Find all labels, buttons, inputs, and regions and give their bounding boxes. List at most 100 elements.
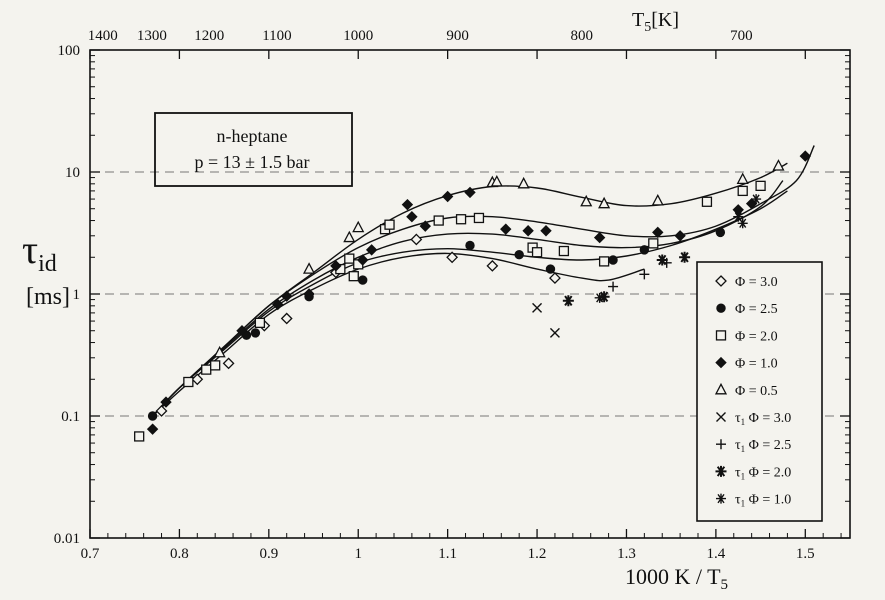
- data-point: [358, 275, 368, 285]
- data-point: [715, 227, 726, 238]
- legend-marker: [716, 439, 726, 450]
- legend-label: τ1 Φ = 2.0: [735, 465, 791, 481]
- y-axis-label-subscript: id: [38, 251, 57, 277]
- data-point: [406, 211, 418, 223]
- legend-marker: [715, 356, 727, 369]
- top-tick-label: 1000: [343, 28, 373, 44]
- data-point: [486, 259, 499, 272]
- data-point: [598, 291, 610, 303]
- legend-label: Φ = 1.0: [735, 357, 778, 372]
- data-point: [465, 240, 475, 251]
- data-point: [733, 211, 744, 222]
- x-tick-label: 1.1: [438, 546, 457, 562]
- data-point: [446, 251, 459, 264]
- data-point: [532, 302, 543, 313]
- fit-curve: [152, 145, 815, 417]
- legend-marker: [716, 412, 726, 422]
- data-point: [236, 325, 248, 337]
- data-point: [593, 231, 606, 244]
- data-point: [674, 230, 686, 242]
- x-tick-label: 0.8: [170, 546, 189, 562]
- x-tick-label: 1.3: [617, 546, 636, 562]
- data-point: [500, 223, 512, 235]
- data-point: [736, 172, 749, 185]
- data-point: [772, 159, 785, 171]
- data-point: [272, 298, 284, 311]
- x-tick-label: 1.5: [796, 546, 815, 562]
- legend-label: Φ = 3.0: [735, 275, 778, 290]
- data-point: [155, 405, 168, 417]
- data-point: [433, 215, 444, 226]
- data-point: [540, 225, 552, 237]
- data-point: [608, 255, 618, 265]
- annotation-box: n-heptane p = 13 ± 1.5 bar: [154, 112, 353, 187]
- y-tick-label: 0.01: [54, 531, 80, 547]
- data-point: [365, 244, 378, 256]
- legend-label: τ1 Φ = 1.0: [735, 493, 791, 509]
- x-axis-label: 1000 K / T5: [625, 564, 728, 593]
- top-axis-label: T5[K]: [632, 9, 679, 35]
- top-axis-label-unit: [K]: [651, 9, 679, 31]
- data-point: [384, 219, 395, 230]
- data-point: [594, 292, 605, 303]
- data-point: [464, 186, 476, 199]
- data-point: [490, 174, 503, 187]
- data-point: [441, 190, 454, 203]
- data-point: [751, 194, 762, 205]
- legend-marker: [716, 493, 726, 504]
- data-point: [303, 288, 315, 300]
- data-point: [799, 150, 812, 162]
- top-tick-label: 1200: [194, 28, 224, 44]
- data-point: [344, 253, 355, 264]
- data-point: [679, 251, 691, 263]
- data-point: [348, 271, 359, 282]
- data-point: [598, 256, 610, 267]
- legend-label: τ1 Φ = 3.0: [735, 411, 791, 427]
- legend-marker: [715, 330, 727, 341]
- data-point: [737, 185, 748, 197]
- data-point: [191, 373, 204, 386]
- data-point: [455, 214, 467, 225]
- top-tick-label: 700: [730, 28, 753, 44]
- fit-curve: [152, 190, 788, 417]
- legend-label: Φ = 0.5: [735, 384, 778, 399]
- top-tick-label: 900: [446, 28, 469, 44]
- y-tick-label: 1: [73, 287, 81, 303]
- data-point: [608, 281, 619, 292]
- legend-marker: [715, 275, 727, 287]
- legend-marker: [715, 465, 727, 477]
- data-point: [522, 225, 534, 237]
- data-point: [701, 196, 713, 207]
- data-point: [656, 254, 668, 266]
- data-point: [352, 220, 365, 233]
- annotation-line-1: n-heptane: [217, 126, 288, 146]
- data-point: [639, 245, 650, 255]
- data-point: [210, 360, 221, 371]
- legend-marker: [714, 382, 728, 395]
- legend-label: Φ = 2.0: [735, 329, 778, 344]
- y-axis-label: τid [ms]: [22, 227, 70, 310]
- legend-marker: [716, 303, 726, 313]
- data-point: [737, 218, 748, 229]
- data-point: [652, 226, 664, 239]
- data-point: [356, 254, 369, 266]
- data-point: [183, 376, 194, 388]
- fit-curve: [152, 162, 788, 417]
- y-axis-label-main: τid: [22, 227, 57, 277]
- data-point: [147, 411, 158, 421]
- data-point: [514, 249, 524, 260]
- data-point: [651, 193, 664, 206]
- top-tick-label: 1300: [137, 28, 167, 44]
- data-point: [545, 264, 556, 274]
- annotation-line-2: p = 13 ± 1.5 bar: [194, 152, 309, 172]
- legend-label: τ1 Φ = 2.5: [735, 438, 791, 454]
- fit-curve: [152, 252, 645, 417]
- data-point: [401, 198, 414, 211]
- data-point: [134, 431, 145, 442]
- data-point: [598, 196, 611, 209]
- data-point: [410, 233, 423, 246]
- data-point: [549, 272, 561, 285]
- data-point: [639, 269, 650, 280]
- x-axis-label-text: 1000 K / T: [625, 564, 721, 589]
